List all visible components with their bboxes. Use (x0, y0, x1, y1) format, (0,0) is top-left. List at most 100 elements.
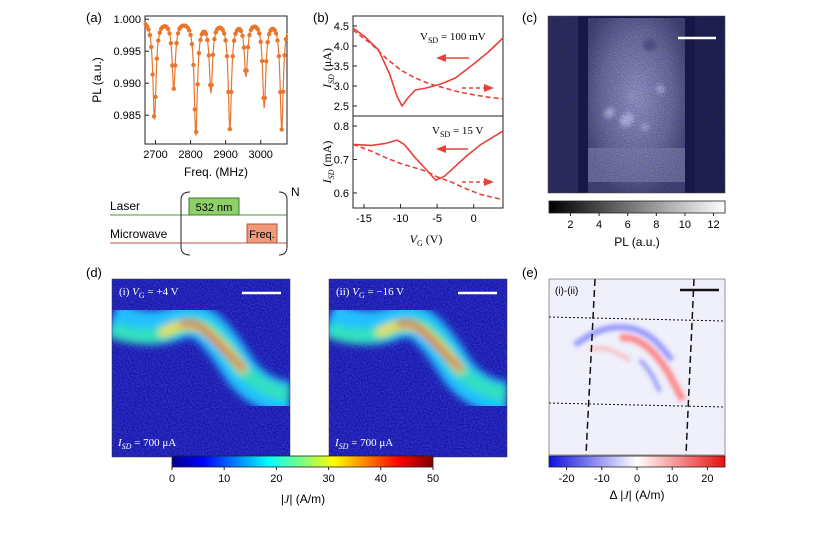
chart-b-xtick-label: 0 (471, 213, 477, 225)
odmr-data-point (266, 31, 272, 37)
odmr-data-point (240, 33, 245, 38)
bracket-right (278, 191, 288, 256)
chart-b-bottom-ytick-label: 0.6 (334, 188, 349, 200)
panel-label-e: (e) (522, 265, 538, 280)
diff-map-label: (i)-(ii) (555, 286, 578, 297)
chart-b-xlabel: VG (V) (410, 232, 443, 248)
odmr-data-point (187, 28, 192, 33)
odmr-data-point (223, 38, 228, 43)
pl-colorbar-tick-label: 2 (567, 219, 573, 231)
chart-a-xtick-label: 2900 (213, 149, 237, 161)
odmr-data-point (255, 27, 261, 32)
odmr-data-point (209, 82, 214, 88)
pulse-sequence: Laser Microwave 532 nm Freq. N (110, 185, 300, 256)
chart-a-xtick-label: 2800 (178, 149, 202, 161)
chart-b-top-ylabel: ISD (μA) (320, 48, 336, 89)
chart-b-top-dashed-curve (352, 29, 504, 100)
map-ii-current: ISD = 700 μA (334, 437, 393, 451)
chart-b-top-ytick-label: 4.5 (334, 21, 349, 33)
chart-b-top-ytick-label: 3.0 (334, 81, 349, 93)
chart-a-ylabel: PL (a.u.) (90, 57, 104, 103)
chart-b-bottom-ytick-label: 0.8 (334, 121, 349, 133)
chart-b-xtick-label: -10 (393, 213, 409, 225)
odmr-data-point (231, 38, 237, 43)
chart-b-xtick-label: -5 (432, 213, 442, 225)
odmr-data-point (188, 32, 193, 38)
odmr-data-point (227, 126, 232, 132)
odmr-data-point (206, 53, 211, 58)
arrow-left-top (436, 54, 469, 62)
difference-colorbar-tick-label: -10 (594, 473, 610, 485)
odmr-data-point (244, 68, 249, 73)
difference-colorbar: -20 -10 0 10 20 Δ |J| (A/m) (548, 455, 726, 502)
odmr-data-point (174, 40, 179, 46)
pl-colorbar-tick-label: 4 (596, 219, 602, 231)
odmr-data-point (280, 89, 286, 94)
panel-label-b: (b) (313, 10, 329, 25)
current-colorbar-tick-label: 20 (270, 473, 282, 485)
chart-b-bottom-solid-curve (352, 130, 504, 181)
difference-colorbar-tick-label: 0 (634, 473, 640, 485)
chart-b-xtick-label: -15 (356, 213, 372, 225)
odmr-data-point (262, 95, 268, 101)
odmr-data-point (222, 31, 227, 36)
odmr-data-point (189, 42, 195, 47)
pl-colorbar-tick-label: 12 (707, 219, 719, 231)
odmr-data-point (173, 63, 178, 68)
odmr-data-point (241, 45, 247, 50)
map-i-current: ISD = 700 μA (117, 437, 176, 451)
odmr-data-point (279, 127, 284, 132)
difference-map (549, 279, 725, 455)
odmr-data-point (151, 114, 157, 119)
arrow-right-top (462, 84, 494, 92)
chart-a-xtick-label: 2700 (143, 149, 167, 161)
odmr-chart: 2700 2800 2900 3000 1.000 0.995 0.990 0.985 PL … (90, 14, 289, 179)
chart-a-xlabel: Freq. (MHz) (184, 165, 248, 179)
odmr-data-point (220, 27, 225, 33)
odmr-data-point (203, 31, 209, 37)
odmr-data-point (195, 82, 200, 87)
repeat-label: N (291, 185, 300, 199)
pl-image-frame (547, 15, 726, 194)
current-colorbar-label: |J| (A/m) (281, 492, 325, 506)
seq-label-microwave: Microwave (110, 227, 168, 241)
odmr-data-point (210, 52, 216, 57)
odmr-data-point (171, 86, 176, 91)
odmr-data-point (259, 58, 265, 64)
odmr-data-point (264, 59, 269, 64)
odmr-data-point (230, 54, 235, 59)
odmr-data-point (150, 72, 155, 77)
odmr-data-point (205, 37, 210, 43)
chart-b-bottom-annotation: VSD = 15 V (432, 125, 483, 139)
seq-label-laser: Laser (110, 199, 140, 213)
dashed-boundary-left (585, 279, 596, 455)
bracket-left (180, 191, 191, 256)
pl-colorbar-label: PL (a.u.) (614, 235, 660, 249)
laser-pulse (188, 197, 240, 216)
chart-b-bottom-ytick-label: 0.7 (334, 154, 349, 166)
odmr-data-point (175, 31, 181, 36)
odmr-data-point (229, 89, 234, 95)
panel-label-d: (d) (86, 265, 102, 280)
pl-colorbar-tick-label: 8 (653, 219, 659, 231)
odmr-data-point (156, 38, 161, 43)
pl-colorbar: 2 4 6 8 10 12 PL (a.u.) (548, 200, 726, 249)
odmr-data-point (147, 32, 153, 38)
chart-b-top-ytick-label: 2.5 (334, 101, 349, 113)
chart-a-ytick-label: 1.000 (113, 14, 141, 26)
odmr-data-point (192, 107, 197, 112)
current-map-ii (329, 279, 507, 457)
transport-charts: 4.5 4.0 3.5 3.0 2.5 0.8 0.7 0.6 -15 -10 -5 0 ISD (μ… (320, 15, 504, 248)
odmr-data-point (257, 31, 262, 36)
laser-pulse-label: 532 nm (196, 202, 233, 214)
odmr-data-point (265, 40, 270, 45)
chart-b-top-solid-curve (352, 27, 504, 107)
chart-a-ytick-label: 0.995 (113, 46, 141, 58)
chart-b-bottom-dashed-curve (352, 143, 504, 201)
current-colorbar-tick-label: 30 (322, 473, 334, 485)
chart-b-bottom-ylabel: ISD (mA) (320, 141, 336, 185)
difference-colorbar-tick-label: -20 (559, 473, 575, 485)
chart-a-xtick-label: 3000 (248, 149, 272, 161)
odmr-data-point (149, 44, 154, 50)
odmr-data-point (153, 94, 158, 100)
